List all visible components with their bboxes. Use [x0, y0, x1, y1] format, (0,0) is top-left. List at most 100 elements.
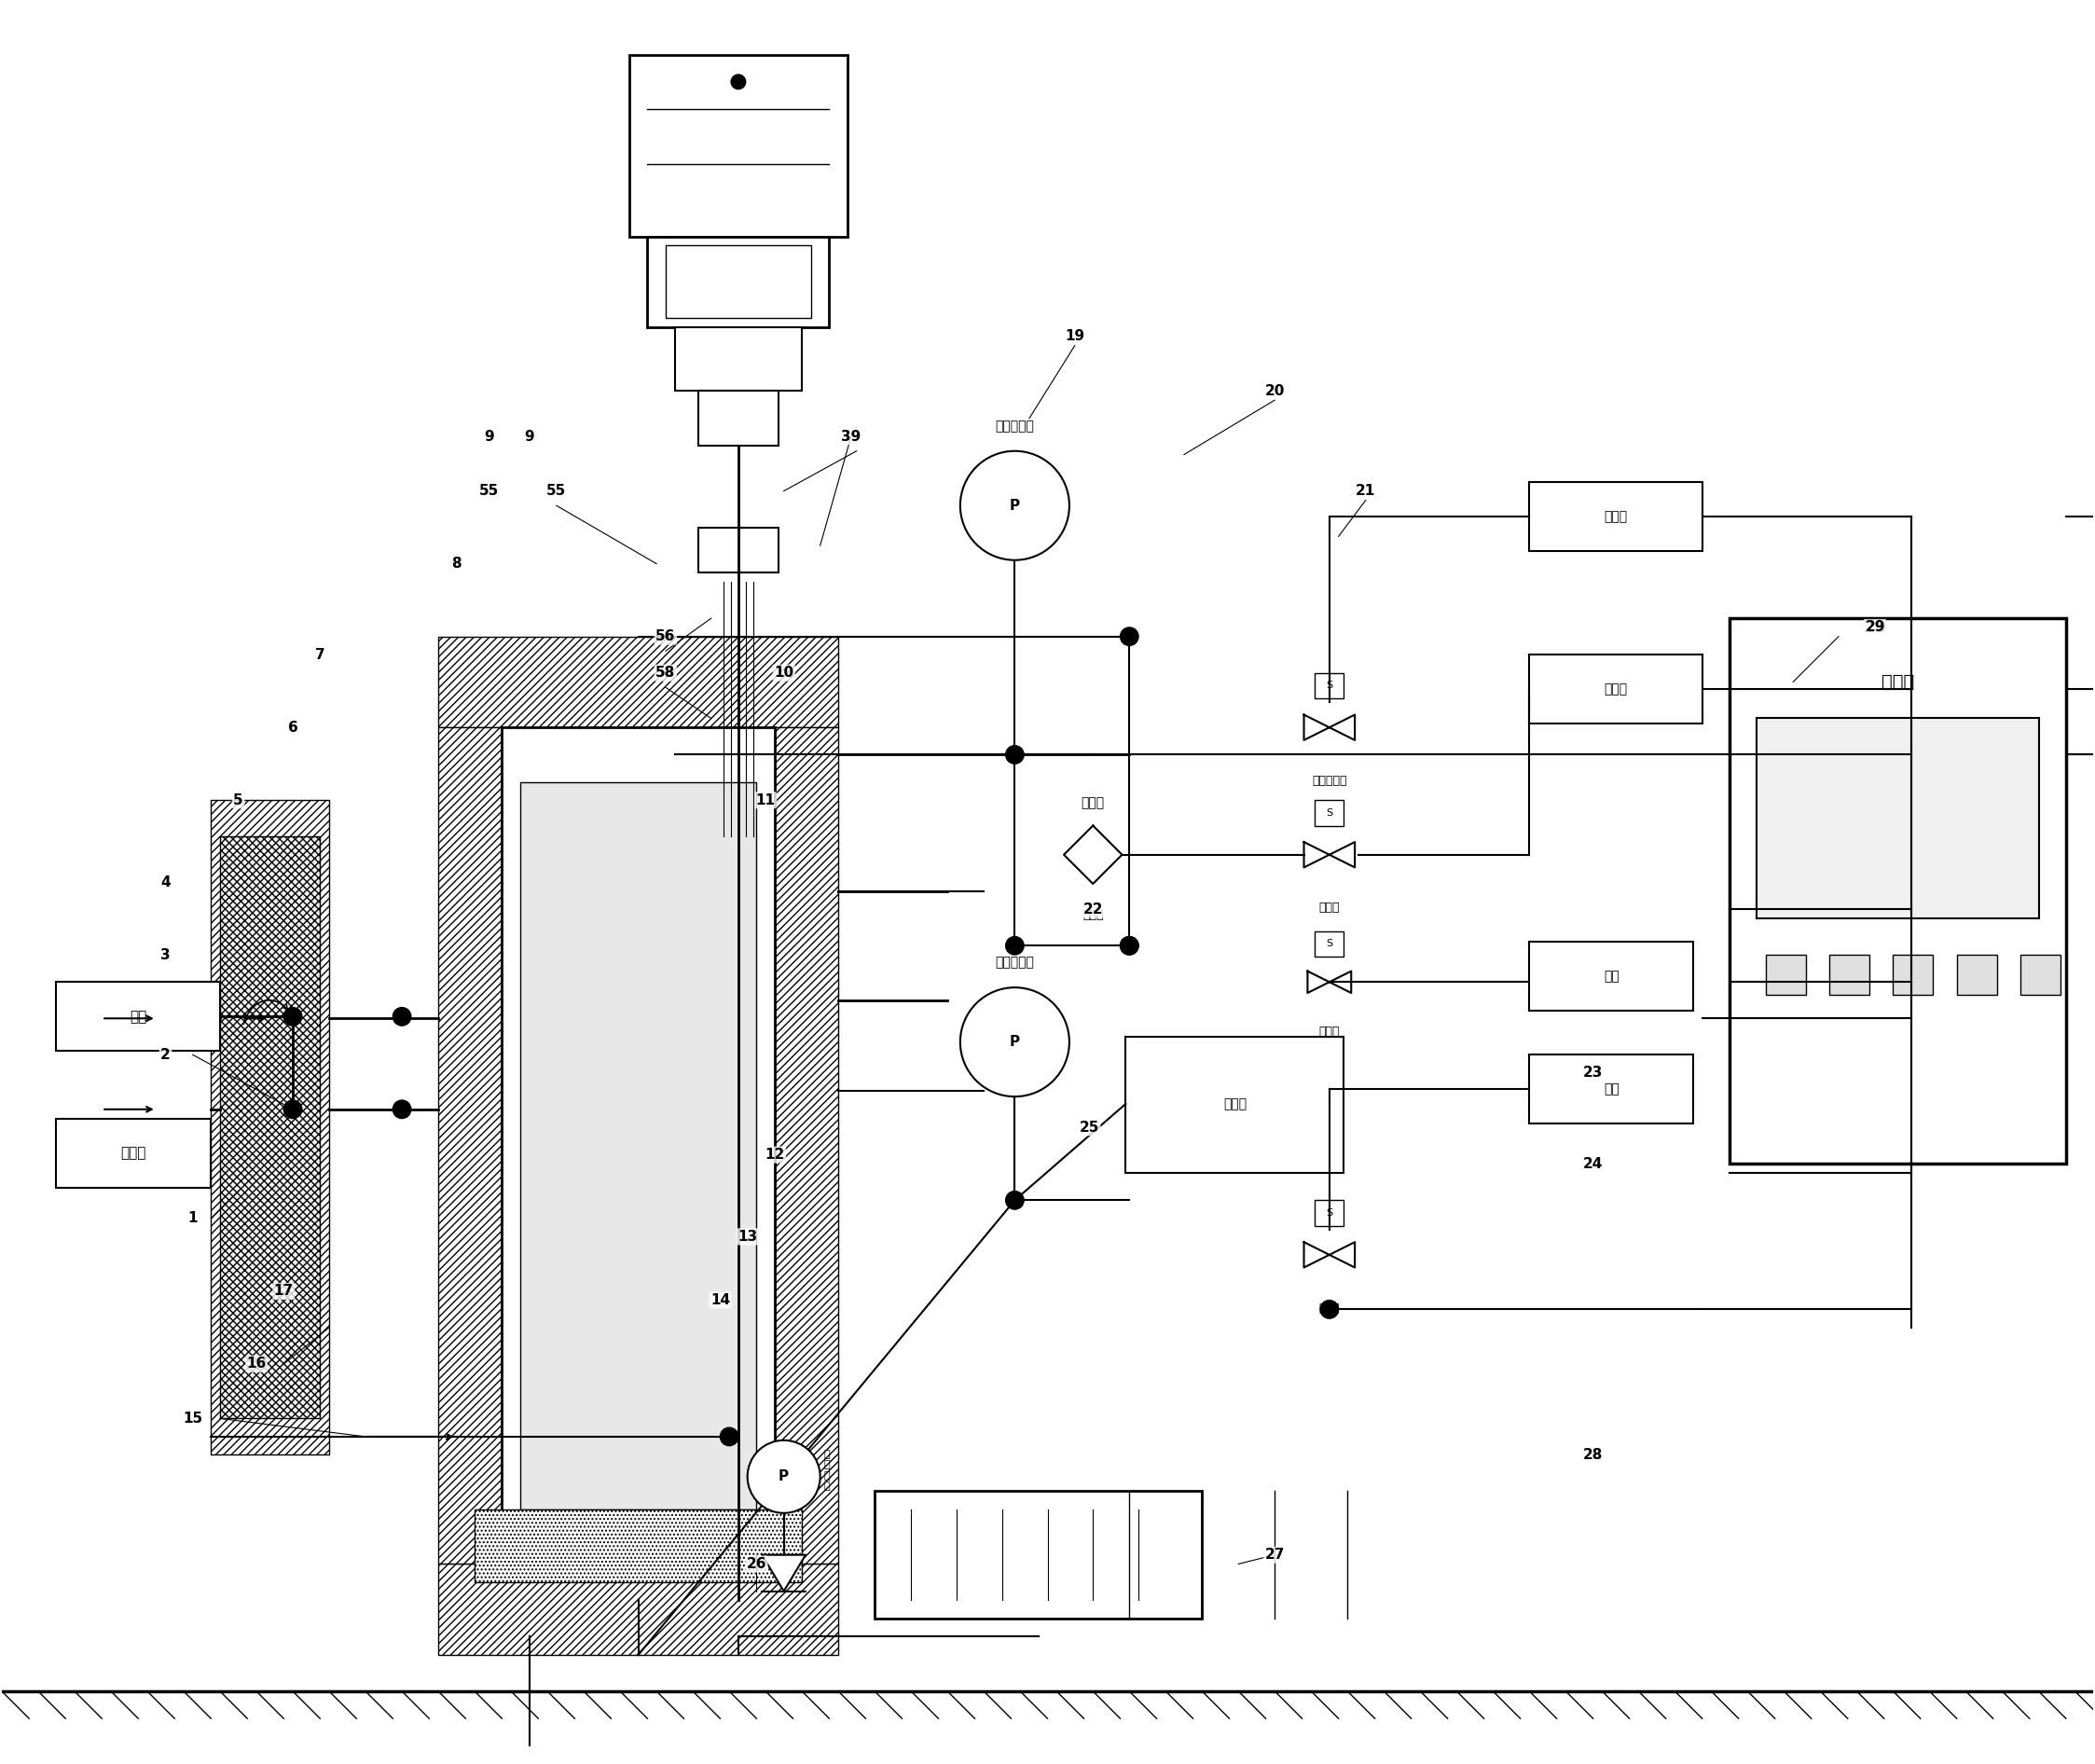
FancyBboxPatch shape [1529, 482, 1701, 550]
Text: 7: 7 [314, 647, 325, 662]
Circle shape [748, 1439, 819, 1514]
Text: 20: 20 [1265, 385, 1284, 399]
Text: 26: 26 [746, 1558, 767, 1572]
Text: 1: 1 [189, 1212, 197, 1226]
FancyBboxPatch shape [675, 328, 802, 392]
Circle shape [1006, 937, 1024, 954]
FancyBboxPatch shape [1529, 1055, 1693, 1124]
FancyBboxPatch shape [1766, 954, 1806, 995]
Text: 14: 14 [710, 1293, 729, 1307]
Text: 25: 25 [1079, 1120, 1100, 1134]
Circle shape [1006, 1191, 1024, 1210]
Text: 压力传感器: 压力传感器 [995, 956, 1035, 968]
FancyBboxPatch shape [1316, 672, 1343, 699]
Text: 56: 56 [656, 630, 675, 644]
Text: 电磁阀: 电磁阀 [1320, 1302, 1341, 1314]
Text: 16: 16 [247, 1357, 266, 1371]
Text: 高压电磁阀: 高压电磁阀 [1311, 774, 1347, 787]
FancyBboxPatch shape [2020, 954, 2061, 995]
Text: 24: 24 [1584, 1157, 1603, 1171]
Text: P: P [1010, 499, 1020, 513]
Text: 13: 13 [737, 1230, 756, 1244]
Text: 6: 6 [287, 720, 297, 734]
FancyBboxPatch shape [57, 983, 220, 1051]
Circle shape [731, 74, 746, 90]
Text: 电磁阀: 电磁阀 [1320, 901, 1341, 914]
Text: 11: 11 [756, 794, 775, 808]
Text: 23: 23 [1584, 1065, 1603, 1080]
Text: 16: 16 [247, 1357, 266, 1371]
Text: 28: 28 [1584, 1448, 1603, 1462]
Text: 氮气源: 氮气源 [1605, 510, 1628, 522]
Circle shape [394, 1007, 411, 1025]
FancyBboxPatch shape [1829, 954, 1869, 995]
FancyBboxPatch shape [520, 781, 756, 1510]
FancyBboxPatch shape [1758, 718, 2038, 919]
Text: 28: 28 [1584, 1448, 1603, 1462]
FancyBboxPatch shape [1316, 1200, 1343, 1226]
Text: 23: 23 [1584, 1065, 1603, 1080]
Text: 水源: 水源 [1603, 1083, 1619, 1095]
Bar [775, 727, 838, 1565]
Bar [220, 836, 321, 1418]
FancyBboxPatch shape [1730, 619, 2066, 1164]
Text: 12: 12 [765, 1148, 786, 1162]
Text: 气
动
计
阀: 气 动 计 阀 [823, 1450, 830, 1491]
Text: 6: 6 [287, 720, 297, 734]
FancyBboxPatch shape [628, 55, 848, 236]
Text: 29: 29 [1862, 619, 1888, 635]
Bar [438, 727, 503, 1565]
Text: 2: 2 [161, 1048, 170, 1062]
Text: 13: 13 [737, 1230, 756, 1244]
Text: 12: 12 [765, 1148, 786, 1162]
Circle shape [394, 1101, 411, 1118]
Text: 20: 20 [1265, 385, 1284, 399]
Text: 排气口: 排气口 [1605, 683, 1628, 695]
Circle shape [960, 452, 1068, 561]
Text: 10: 10 [773, 665, 794, 679]
Circle shape [1320, 1300, 1339, 1318]
Bar [438, 1565, 838, 1655]
Text: 27: 27 [1265, 1547, 1284, 1561]
Text: 水源: 水源 [130, 1009, 147, 1023]
Circle shape [283, 1101, 302, 1118]
Text: 9: 9 [484, 429, 494, 443]
Text: 29: 29 [1865, 621, 1886, 635]
Circle shape [1121, 937, 1138, 954]
Text: P: P [779, 1469, 790, 1484]
Circle shape [960, 988, 1068, 1097]
Text: 55: 55 [480, 483, 499, 497]
Text: 3: 3 [161, 947, 170, 961]
Circle shape [1121, 628, 1138, 646]
Circle shape [721, 1427, 737, 1446]
Text: 出水口: 出水口 [122, 1147, 147, 1161]
Text: 22: 22 [1083, 901, 1102, 916]
Text: 56: 56 [656, 630, 675, 644]
Text: 10: 10 [773, 665, 794, 679]
Text: 17: 17 [274, 1284, 293, 1298]
Text: 14: 14 [710, 1293, 729, 1307]
Text: 电磁阀: 电磁阀 [1083, 908, 1104, 921]
Text: 58: 58 [656, 665, 675, 679]
Text: S: S [1326, 938, 1332, 949]
Text: 58: 58 [656, 665, 675, 679]
Text: 压力传感器: 压力传感器 [995, 420, 1035, 432]
Text: 58: 58 [656, 665, 675, 679]
FancyBboxPatch shape [647, 236, 830, 328]
Text: 29: 29 [1865, 621, 1886, 635]
FancyBboxPatch shape [1894, 954, 1934, 995]
Text: 5: 5 [233, 794, 243, 808]
FancyBboxPatch shape [876, 1491, 1203, 1619]
Text: 21: 21 [1355, 483, 1376, 497]
Text: 15: 15 [182, 1411, 203, 1425]
Text: 2: 2 [161, 1048, 170, 1062]
Text: 1: 1 [189, 1212, 197, 1226]
Polygon shape [1064, 826, 1123, 884]
Bar [476, 1510, 802, 1582]
Circle shape [1121, 937, 1138, 954]
Text: 气源: 气源 [1603, 970, 1619, 983]
Text: 22: 22 [1083, 901, 1102, 916]
Text: 增压泵: 增压泵 [1223, 1097, 1247, 1110]
Text: 7: 7 [314, 647, 325, 662]
Text: 15: 15 [182, 1411, 203, 1425]
